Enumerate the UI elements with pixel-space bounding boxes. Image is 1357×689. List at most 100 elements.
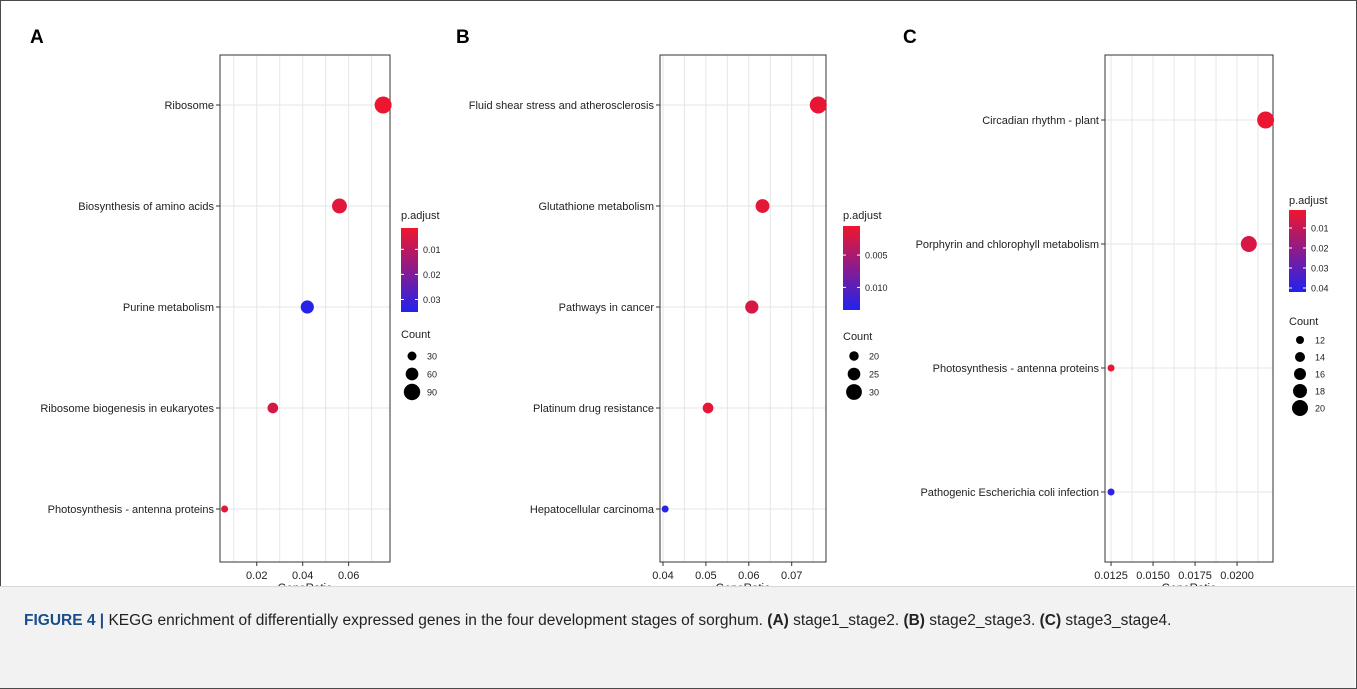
figure-label: FIGURE 4 | (24, 612, 105, 629)
y-tick-label: Pathogenic Escherichia coli infection (920, 487, 1099, 499)
color-legend-label: 0.03 (1311, 264, 1329, 274)
color-legend-label: 0.02 (423, 270, 441, 280)
size-legend-label: 90 (427, 388, 437, 398)
color-legend-label: 0.010 (865, 283, 888, 293)
y-tick-label: Platinum drug resistance (533, 403, 654, 415)
caption-c-text: stage3_stage4. (1061, 612, 1172, 629)
data-point (1107, 364, 1115, 372)
data-point (300, 300, 314, 314)
figure-caption-box: FIGURE 4 | KEGG enrichment of differenti… (0, 586, 1355, 688)
size-legend-label: 14 (1315, 353, 1325, 363)
caption-b-text: stage2_stage3. (924, 612, 1040, 629)
y-tick-label: Photosynthesis - antenna proteins (48, 504, 215, 516)
plot-border (219, 54, 391, 563)
panel-a: A Ribosome Biosynthesis of amino acids Puri… (30, 27, 441, 586)
data-point (1257, 111, 1275, 129)
caption-c-label: (C) (1039, 612, 1062, 629)
size-legend-title: Count (1289, 316, 1318, 328)
color-legend-label: 0.02 (1311, 244, 1329, 254)
plot-border (659, 54, 827, 563)
data-point (267, 402, 279, 414)
color-legend-label: 0.01 (1311, 224, 1329, 234)
data-point (374, 96, 392, 114)
caption-a-label: (A) (767, 612, 789, 629)
x-axis-title: GeneRatio (716, 583, 771, 586)
panel-b: B Fluid shear stress and atherosclerosis G… (456, 27, 888, 586)
y-tick-label: Circadian rhythm - plant (982, 115, 1099, 127)
x-tick-label: 0.0200 (1220, 570, 1254, 582)
size-legend-key (1294, 368, 1306, 380)
size-legend-key (847, 367, 861, 381)
panel-c: C Circadian rhythm - plant Porphyrin and c… (903, 27, 1329, 586)
plot-border (1104, 54, 1274, 563)
color-legend-title: p.adjust (401, 210, 440, 222)
size-legend-label: 12 (1315, 336, 1325, 346)
size-legend-label: 18 (1315, 387, 1325, 397)
x-tick-label: 0.05 (695, 570, 716, 582)
x-tick-label: 0.04 (292, 570, 313, 582)
size-legend-key (846, 384, 862, 400)
y-tick-label: Biosynthesis of amino acids (78, 201, 214, 213)
caption-text: KEGG enrichment of differentially expres… (104, 612, 768, 629)
x-tick-label: 0.0150 (1136, 570, 1170, 582)
color-legend-label: 0.005 (865, 251, 888, 261)
color-legend-bar (401, 228, 418, 312)
size-legend-key (1293, 384, 1307, 398)
y-tick-label: Photosynthesis - antenna proteins (933, 363, 1100, 375)
panel-letter: C (903, 27, 917, 48)
y-tick-label: Fluid shear stress and atherosclerosis (469, 100, 655, 112)
size-legend-key (1295, 352, 1305, 362)
color-legend-bar (1289, 210, 1306, 292)
size-legend-key (849, 351, 859, 361)
size-legend-title: Count (401, 329, 430, 341)
x-axis-title: GeneRatio (1162, 583, 1217, 586)
color-legend-label: 0.03 (423, 295, 441, 305)
panel-letter: B (456, 27, 470, 48)
y-tick-label: Hepatocellular carcinoma (530, 504, 655, 516)
y-tick-label: Glutathione metabolism (538, 201, 654, 213)
size-legend-title: Count (843, 331, 872, 343)
size-legend-label: 25 (869, 370, 879, 380)
size-legend-label: 30 (869, 388, 879, 398)
y-tick-label: Porphyrin and chlorophyll metabolism (916, 239, 1099, 251)
size-legend-label: 60 (427, 370, 437, 380)
data-point (702, 402, 714, 414)
size-legend-label: 30 (427, 352, 437, 362)
data-point (745, 300, 759, 314)
size-legend-label: 20 (1315, 404, 1325, 414)
size-legend-key (1292, 400, 1308, 416)
x-tick-label: 0.02 (246, 570, 267, 582)
panel-letter: A (30, 27, 44, 48)
x-tick-label: 0.04 (652, 570, 673, 582)
size-legend-label: 20 (869, 352, 879, 362)
data-point (1240, 236, 1257, 252)
y-tick-label: Pathways in cancer (559, 302, 655, 314)
size-legend-key (403, 383, 421, 401)
x-axis-title: GeneRatio (278, 583, 333, 586)
x-tick-label: 0.06 (338, 570, 359, 582)
size-legend-key (407, 351, 417, 361)
size-legend-label: 16 (1315, 370, 1325, 380)
caption-a-text: stage1_stage2. (788, 612, 904, 629)
x-tick-label: 0.06 (738, 570, 759, 582)
color-legend-bar (843, 226, 860, 310)
y-tick-label: Ribosome biogenesis in eukaryotes (40, 403, 214, 415)
x-tick-label: 0.0125 (1094, 570, 1128, 582)
caption-b-label: (B) (903, 612, 925, 629)
color-legend-label: 0.01 (423, 245, 441, 255)
color-legend-title: p.adjust (1289, 195, 1328, 207)
data-point (1107, 488, 1115, 496)
y-tick-label: Purine metabolism (123, 302, 214, 314)
y-tick-label: Ribosome (164, 100, 214, 112)
data-point (661, 505, 669, 513)
figure-caption: FIGURE 4 | KEGG enrichment of differenti… (24, 609, 1324, 633)
data-point (809, 96, 827, 114)
kegg-enrichment-figure: A Ribosome Biosynthesis of amino acids Puri… (30, 27, 1329, 586)
x-tick-label: 0.0175 (1178, 570, 1212, 582)
size-legend-key (1296, 336, 1304, 344)
data-point (221, 505, 229, 513)
data-point (332, 198, 347, 214)
size-legend-key (405, 367, 419, 381)
x-tick-label: 0.07 (781, 570, 802, 582)
color-legend-title: p.adjust (843, 210, 882, 222)
